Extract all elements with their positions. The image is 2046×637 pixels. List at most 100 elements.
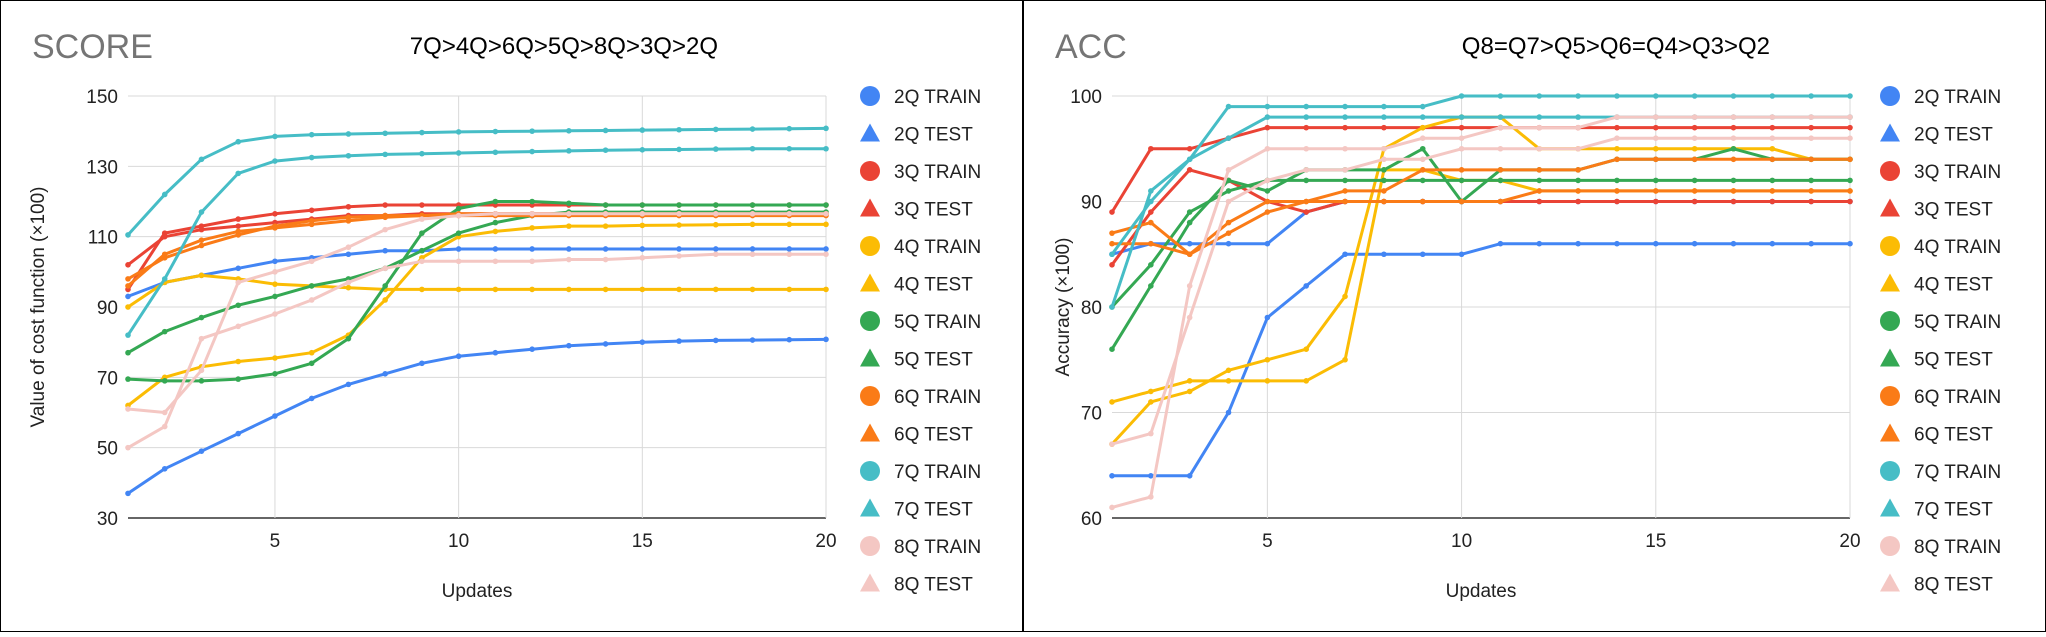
legend-triangle-marker [1880,573,1900,592]
data-point [1381,114,1387,120]
data-point [1536,188,1543,194]
data-point [1303,114,1310,120]
data-point [235,228,242,235]
legend-triangle-marker [1880,498,1900,517]
data-point [125,276,131,282]
data-point [1342,356,1348,363]
data-point [419,150,425,157]
data-point [419,286,425,293]
data-point [1847,135,1853,141]
legend-label: 2Q TRAIN [894,87,981,108]
series-line [1110,115,1852,509]
data-point [1381,177,1387,184]
data-point [198,272,205,279]
data-point [1847,198,1853,205]
legend: 2Q TRAIN 2Q TEST 3Q TRAIN 3Q TEST 4Q TRAIN 4Q… [1880,86,2001,596]
data-point [823,125,829,132]
legend-label: 3Q TEST [1914,200,1993,221]
data-point [198,156,205,163]
data-point [1847,188,1853,194]
data-point [529,198,535,205]
data-point [1808,156,1814,163]
legend-triangle-marker [860,498,880,517]
data-point [1419,167,1426,173]
data-point [823,251,829,258]
data-point [419,230,425,236]
data-point [1186,156,1193,163]
data-point [1808,177,1814,184]
data-point [382,202,388,208]
legend-label: 2Q TEST [894,125,973,146]
data-point [1458,251,1465,258]
y-tick-label: 50 [97,439,118,460]
data-point [1652,198,1659,205]
data-point [1303,167,1310,173]
legend-item-5q-test: 5Q TEST [1880,348,1993,371]
data-point [786,145,793,152]
legend-item-5q-train: 5Q TRAIN [860,311,981,333]
x-tick-label: 15 [632,531,653,552]
data-point [1536,240,1543,247]
data-point [1652,156,1659,163]
data-point [419,258,425,265]
data-point [1342,251,1348,258]
data-point [345,335,352,342]
data-point [1264,198,1271,205]
data-point [1148,262,1154,268]
data-point [602,223,609,229]
data-point [1264,356,1271,363]
data-point [125,349,131,356]
x-tick-label: 15 [1645,531,1666,552]
data-point [1808,198,1814,205]
data-point [1303,209,1310,215]
legend-label: 7Q TEST [894,500,973,521]
data-point [1148,198,1154,205]
series-line [126,147,828,337]
data-point [676,286,682,293]
data-point [492,258,499,265]
data-point [1109,209,1115,215]
legend-label: 2Q TEST [1914,125,1993,146]
data-point [272,311,278,317]
y-tick-label: 150 [86,87,118,108]
data-point [1225,219,1232,226]
data-point [492,219,499,226]
data-point [749,202,756,208]
legend-item-3q-test: 3Q TEST [860,198,973,221]
y-tick-label: 60 [1081,509,1102,530]
data-point [308,258,315,265]
data-point [1691,145,1698,152]
series-8q-test [125,251,829,451]
series-7q-test [125,145,829,338]
legend-label: 3Q TEST [894,200,973,221]
data-point [1497,93,1504,99]
data-point [198,378,205,384]
data-point [345,131,352,137]
data-point [161,191,168,198]
data-point [235,170,242,177]
data-point [1419,103,1426,110]
data-point [1342,188,1348,194]
data-point [125,490,131,497]
data-point [1614,240,1620,247]
data-point [235,138,242,145]
data-point [639,127,646,133]
data-point [1303,145,1310,152]
series-8q-train [125,211,829,416]
data-point [1691,135,1698,141]
data-point [639,339,646,345]
legend-circle-marker [860,236,880,256]
data-point [345,279,352,286]
x-tick-label: 10 [448,531,469,552]
data-point [198,237,205,243]
data-point [198,335,205,342]
data-point [1225,409,1232,416]
data-point [1186,209,1193,215]
data-point [1769,198,1776,205]
series-line [1110,136,1852,446]
data-point [566,148,572,154]
data-point [1303,346,1310,353]
series-3q-train [1109,124,1853,215]
data-point [382,151,388,158]
series-line [126,212,828,414]
